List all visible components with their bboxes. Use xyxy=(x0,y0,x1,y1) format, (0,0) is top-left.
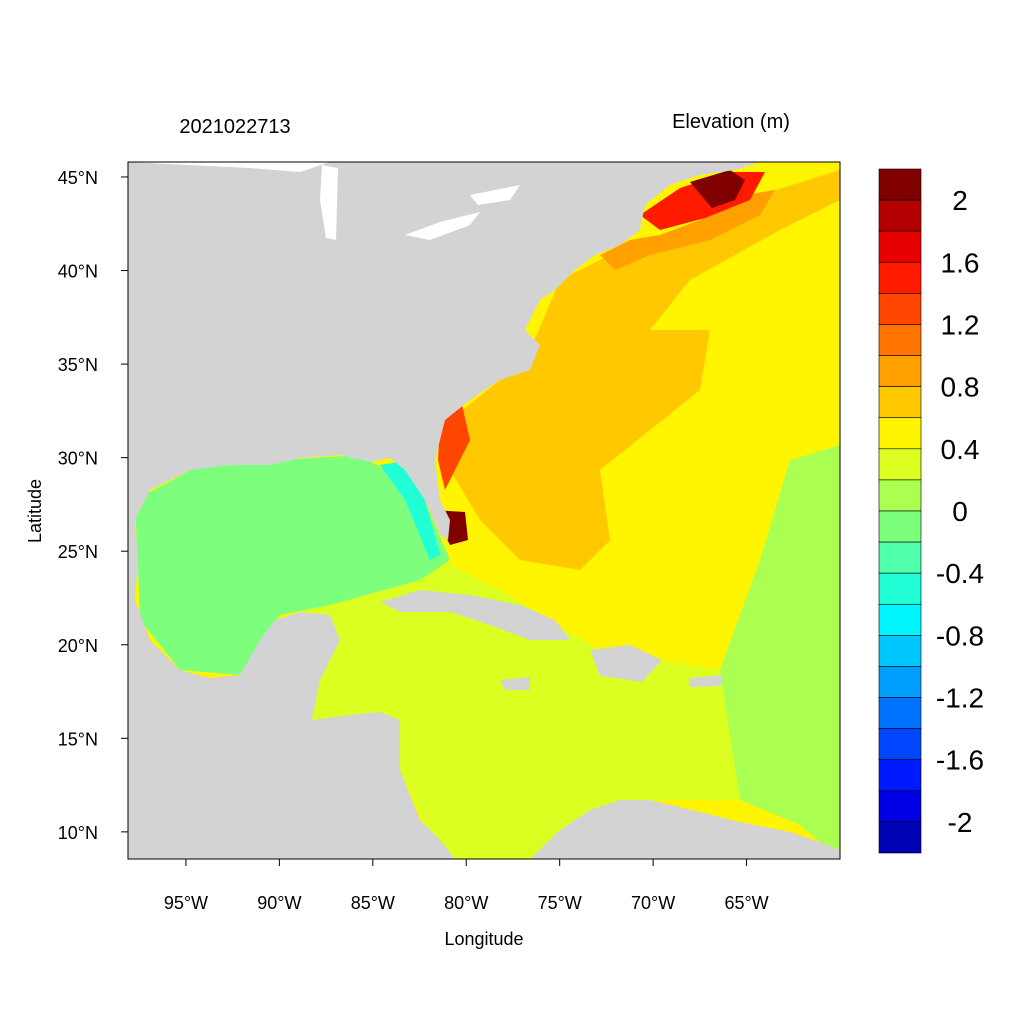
x-tick-label: 95°W xyxy=(164,893,208,913)
colorbar-swatch xyxy=(878,448,922,481)
land-north-america xyxy=(128,162,760,859)
bay-of-fundy xyxy=(690,170,745,208)
colorbar-swatch xyxy=(878,541,922,574)
colorbar-swatch xyxy=(878,821,922,854)
colorbar-swatch xyxy=(878,230,922,263)
lake-superior xyxy=(128,162,330,172)
atlantic-surge-region xyxy=(450,170,840,570)
y-tick-label: 15°N xyxy=(58,729,98,749)
x-tick-label: 75°W xyxy=(538,893,582,913)
y-tick-label: 20°N xyxy=(58,636,98,656)
colorbar-swatch xyxy=(878,666,922,698)
x-tick-label: 65°W xyxy=(724,893,768,913)
colorbar-swatch xyxy=(878,790,922,823)
colorbar-label: 0.8 xyxy=(941,372,980,403)
map-area xyxy=(128,162,840,859)
gulf-region xyxy=(135,455,450,675)
colorbar-label: 1.2 xyxy=(941,309,980,340)
lake-ontario xyxy=(470,185,520,205)
y-tick-label: 25°N xyxy=(58,542,98,562)
colorbar-label: -2 xyxy=(948,807,973,838)
colorbar-swatch xyxy=(878,697,922,729)
land-south-america xyxy=(530,800,840,859)
colorbar-swatch xyxy=(878,759,922,792)
colorbar-swatch xyxy=(878,479,922,512)
x-tick-label: 85°W xyxy=(351,893,395,913)
gulf-of-maine-outer xyxy=(600,190,775,270)
colorbar-swatch xyxy=(878,261,922,294)
date-title: 2021022713 xyxy=(179,116,290,138)
colorbar-swatch xyxy=(878,355,922,387)
y-tick-label: 35°N xyxy=(58,355,98,375)
x-tick-label: 80°W xyxy=(444,893,488,913)
colorbar-swatch xyxy=(878,386,922,419)
y-tick-label: 40°N xyxy=(58,262,98,282)
colorbar-label: -1.6 xyxy=(936,745,984,776)
georgia-coast-surge xyxy=(438,405,470,490)
colorbar-swatch xyxy=(878,510,922,543)
y-axis-label: Latitude xyxy=(25,479,45,543)
axes: 95°W 90°W 85°W 80°W 75°W 70°W 65°W 45°N 40°N 35°N… xyxy=(58,168,769,913)
map-frame xyxy=(127,161,841,860)
y-tick-label: 45°N xyxy=(58,168,98,188)
y-tick-label: 30°N xyxy=(58,449,98,469)
colorbar-label: -0.4 xyxy=(936,558,984,589)
x-tick-label: 70°W xyxy=(631,893,675,913)
colorbar-swatch xyxy=(878,572,922,605)
colorbar-swatch xyxy=(878,324,922,356)
colorbar-label: -0.8 xyxy=(936,620,984,651)
x-axis-label: Longitude xyxy=(444,929,523,949)
colorbar-label: 2 xyxy=(952,185,968,216)
lake-erie xyxy=(405,212,480,240)
lake-michigan xyxy=(320,165,338,240)
land-cuba xyxy=(380,590,570,640)
colorbar-swatch xyxy=(878,417,922,450)
colorbar-swatch xyxy=(878,168,922,201)
y-tick-label: 10°N xyxy=(58,823,98,843)
colorbar-label: -1.2 xyxy=(936,683,984,714)
x-tick-label: 90°W xyxy=(257,893,301,913)
colorbar-label: 1.6 xyxy=(941,247,980,278)
colorbar-swatch xyxy=(878,728,922,761)
land-jamaica xyxy=(500,677,530,690)
land-puerto-rico xyxy=(690,675,722,687)
land-hispaniola xyxy=(590,645,662,682)
variable-title: Elevation (m) xyxy=(672,111,790,133)
colorbar-label: 0 xyxy=(952,496,968,527)
colorbar: 2 1.6 1.2 0.8 0.4 0 -0.4 -0.8 -1.2 -1.6 -2 xyxy=(878,168,984,854)
caribbean-region xyxy=(300,560,740,859)
colorbar-swatch xyxy=(878,603,922,636)
colorbar-swatch xyxy=(878,199,922,232)
colorbar-label: 0.4 xyxy=(941,434,980,465)
colorbar-swatch xyxy=(878,293,922,325)
west-florida-shelf xyxy=(380,460,440,560)
colorbar-swatch xyxy=(878,635,922,667)
